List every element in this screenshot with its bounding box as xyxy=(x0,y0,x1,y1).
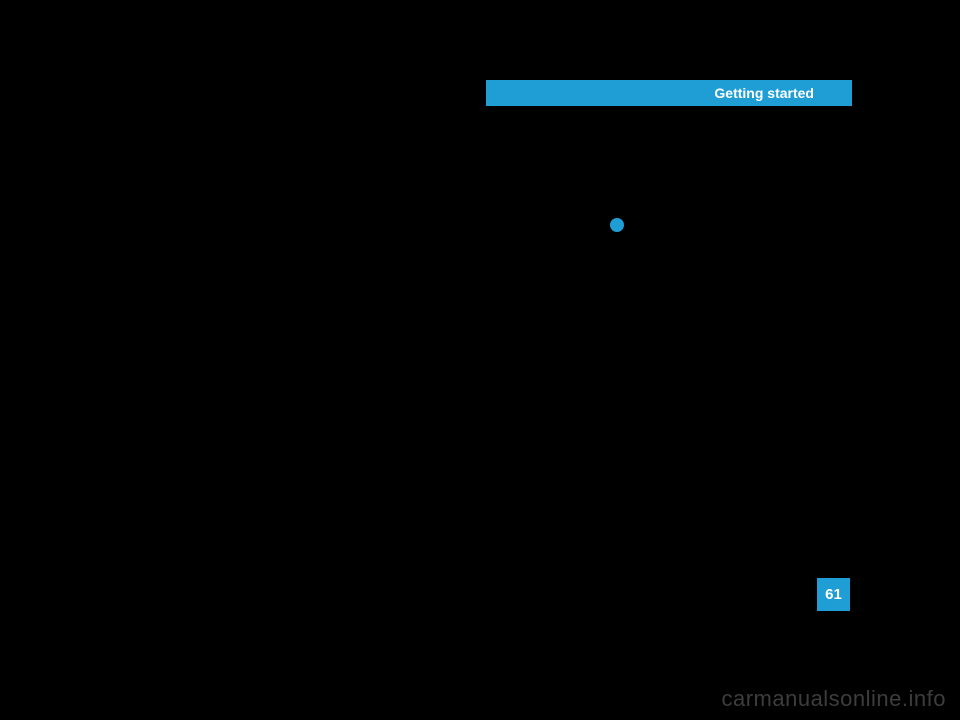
section-header-tab: Getting started xyxy=(486,80,844,106)
section-header-notch xyxy=(844,80,852,106)
watermark-text: carmanualsonline.info xyxy=(721,686,946,712)
bullet-dot-icon xyxy=(610,218,624,232)
page-number-value: 61 xyxy=(825,586,842,603)
page-number-badge: 61 xyxy=(817,578,850,611)
page-root: Getting started 61 carmanualsonline.info xyxy=(0,0,960,720)
section-header-title: Getting started xyxy=(714,85,814,101)
